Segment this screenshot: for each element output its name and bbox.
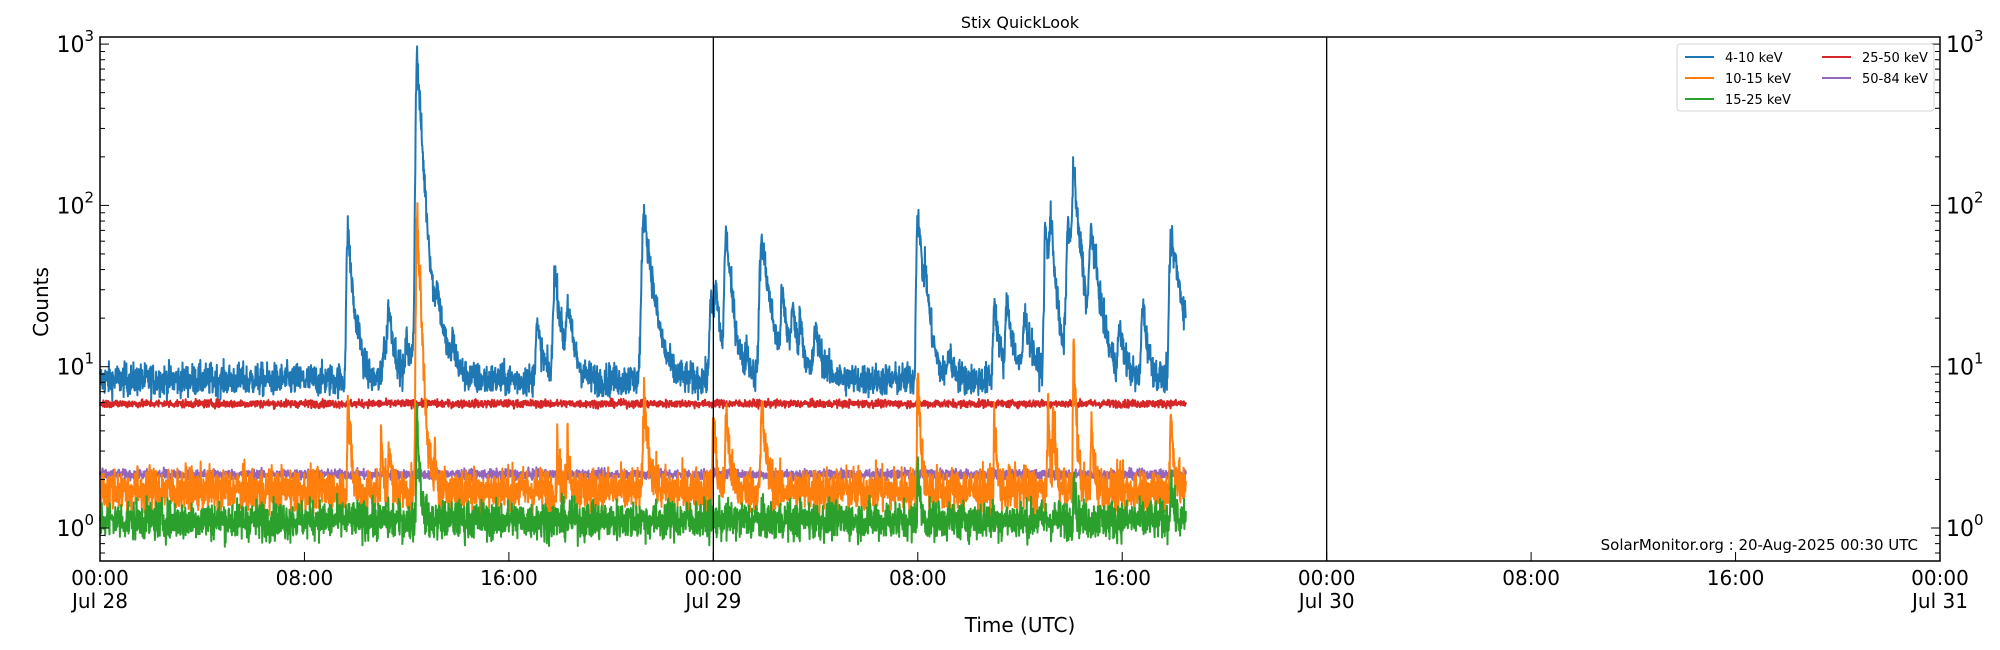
x-tick-time-label: 00:00 [71, 566, 129, 590]
legend-label: 15-25 keV [1725, 93, 1791, 108]
legend-item: 10-15 keV [1685, 72, 1791, 87]
series-line-4-10-kev [99, 45, 1187, 402]
x-tick-date-label: Jul 30 [1297, 589, 1355, 613]
plot-frame [99, 36, 1941, 562]
series-layer [99, 45, 1187, 548]
x-tick-date-label: Jul 31 [1910, 589, 1968, 613]
x-tick-time-label: 16:00 [480, 566, 538, 590]
legend-label: 50-84 keV [1862, 72, 1928, 87]
y-tick-label-left: 101 [56, 350, 94, 381]
x-axis-label: Time (UTC) [964, 613, 1076, 637]
y-tick-label-left: 102 [56, 188, 94, 219]
x-tick-time-label: 08:00 [889, 566, 947, 590]
chart-title: Stix QuickLook [961, 13, 1080, 32]
legend-item: 50-84 keV [1822, 72, 1928, 87]
legend-box [1676, 43, 1935, 112]
y-tick-label-right: 101 [1946, 350, 1984, 381]
x-tick-time-label: 00:00 [1911, 566, 1969, 590]
x-tick-date-label: Jul 29 [683, 589, 741, 613]
series-line-15-25-kev [99, 402, 1187, 548]
y-tick-label-left: 103 [56, 27, 94, 58]
legend-item: 4-10 keV [1685, 51, 1783, 66]
x-tick-time-label: 00:00 [685, 566, 743, 590]
series-line-10-15-kev [99, 202, 1187, 525]
legend: 4-10 keV 10-15 keV 15-25 keV 25-50 keV 50-84… [1676, 43, 1935, 112]
y-axis-label: Counts [29, 267, 53, 337]
legend-item: 15-25 keV [1685, 93, 1791, 108]
legend-label: 25-50 keV [1862, 51, 1928, 66]
x-tick-date-label: Jul 28 [70, 589, 128, 613]
y-tick-label-left: 100 [56, 511, 94, 542]
legend-label: 10-15 keV [1725, 72, 1791, 87]
y-tick-label-right: 102 [1946, 188, 1984, 219]
legend-item: 25-50 keV [1822, 51, 1928, 66]
x-tick-time-label: 00:00 [1298, 566, 1356, 590]
y-tick-label-right: 103 [1946, 27, 1984, 58]
x-tick-time-label: 16:00 [1093, 566, 1151, 590]
x-tick-time-label: 08:00 [1502, 566, 1560, 590]
x-tick-time-label: 08:00 [276, 566, 334, 590]
x-tick-time-label: 16:00 [1707, 566, 1765, 590]
y-tick-label-right: 100 [1946, 511, 1984, 542]
watermark-annotation: SolarMonitor.org : 20-Aug-2025 00:30 UTC [1601, 536, 1918, 554]
legend-label: 4-10 keV [1725, 51, 1783, 66]
